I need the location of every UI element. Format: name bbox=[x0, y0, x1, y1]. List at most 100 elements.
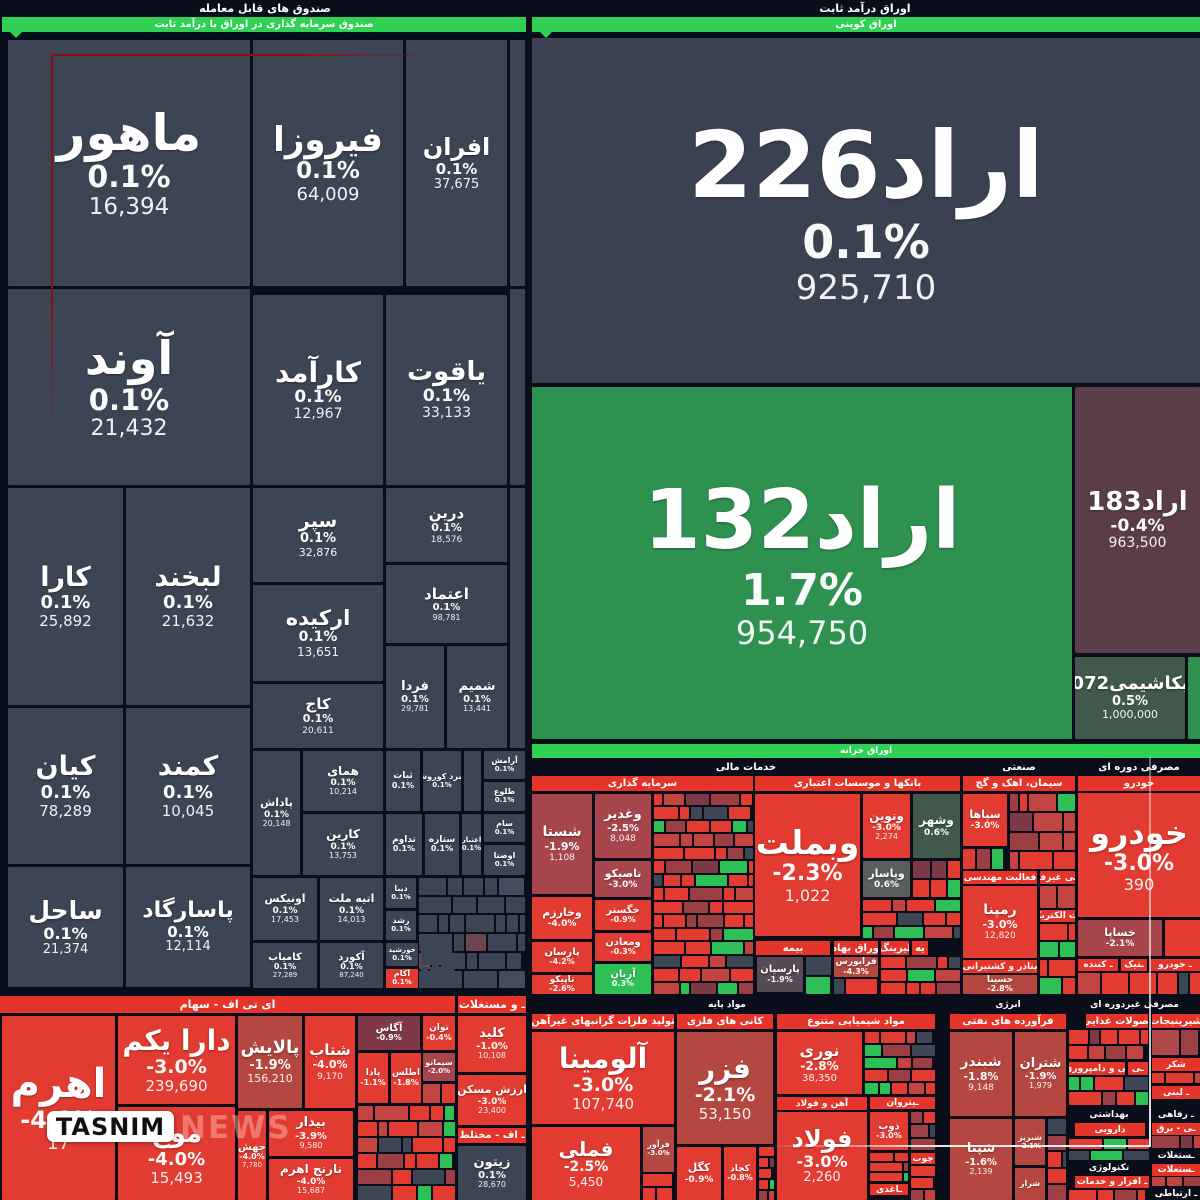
treemap-tile[interactable]: رشد 0.1% bbox=[386, 911, 416, 940]
treemap-tile[interactable]: آکام 0.1% bbox=[386, 969, 418, 988]
mini-tile[interactable] bbox=[681, 982, 690, 994]
mini-tile[interactable] bbox=[505, 896, 525, 914]
mini-tile[interactable] bbox=[1184, 1177, 1200, 1186]
mini-tile[interactable] bbox=[654, 982, 680, 994]
mini-tile[interactable] bbox=[947, 913, 960, 925]
mini-tile[interactable] bbox=[1124, 1150, 1149, 1160]
mini-tile[interactable] bbox=[404, 1154, 416, 1168]
treemap-tile[interactable]: شراز bbox=[1015, 1168, 1045, 1200]
mini-tile[interactable] bbox=[1089, 1045, 1104, 1059]
mini-tile[interactable] bbox=[643, 1174, 673, 1186]
mini-tile[interactable] bbox=[684, 847, 715, 860]
mini-tile[interactable] bbox=[439, 915, 449, 932]
mini-tile[interactable] bbox=[417, 1154, 438, 1168]
mini-tile[interactable] bbox=[654, 901, 682, 914]
mini-tile[interactable] bbox=[745, 847, 753, 860]
mini-tile[interactable] bbox=[676, 928, 710, 941]
mini-tile[interactable] bbox=[881, 957, 906, 968]
mini-tile[interactable] bbox=[895, 926, 923, 938]
treemap-tile[interactable]: شمیم 0.1% 13,441 bbox=[447, 646, 507, 748]
mini-tile[interactable] bbox=[1060, 941, 1075, 957]
mini-tile[interactable] bbox=[693, 834, 713, 846]
mini-tile[interactable] bbox=[1040, 924, 1067, 940]
mini-tile[interactable] bbox=[378, 1138, 401, 1152]
mini-tile[interactable] bbox=[865, 1083, 878, 1094]
mini-tile[interactable] bbox=[937, 983, 960, 994]
mini-tile[interactable] bbox=[1097, 1190, 1114, 1200]
mini-tile[interactable] bbox=[1158, 973, 1177, 994]
treemap-tile[interactable]: پاداش 0.1% 20,148 bbox=[253, 751, 300, 875]
mini-tile[interactable] bbox=[679, 807, 690, 819]
mini-tile[interactable] bbox=[769, 1180, 774, 1189]
treemap-tile[interactable]: سام 0.1% bbox=[484, 814, 525, 842]
mini-tile[interactable] bbox=[759, 1180, 768, 1189]
treemap-tile[interactable]: نارنج اهرم -4.0% 15,687 bbox=[269, 1159, 353, 1200]
mini-tile[interactable] bbox=[806, 976, 830, 994]
mini-tile[interactable] bbox=[686, 915, 696, 927]
mini-tile[interactable] bbox=[495, 915, 506, 932]
treemap-tile[interactable]: وخارزم -4.0% bbox=[532, 897, 592, 939]
mini-tile[interactable] bbox=[863, 900, 892, 912]
mini-tile[interactable] bbox=[1040, 960, 1048, 976]
treemap-tile[interactable]: شتاب -4.0% 9,170 bbox=[305, 1016, 355, 1108]
treemap-tile[interactable]: توان -0.4% bbox=[423, 1016, 455, 1050]
mini-tile[interactable] bbox=[654, 969, 679, 981]
mini-tile[interactable] bbox=[1103, 1092, 1116, 1105]
treemap-tile[interactable]: اعتبار 0.1% bbox=[462, 814, 481, 875]
mini-tile[interactable] bbox=[690, 888, 723, 900]
treemap-tile[interactable]: ذوب -3.0% bbox=[870, 1112, 908, 1150]
mini-tile[interactable] bbox=[654, 861, 664, 873]
mini-tile[interactable] bbox=[723, 928, 753, 941]
treemap-tile[interactable]: اراد183 -0.4% 963,500 bbox=[1075, 387, 1200, 653]
treemap-tile[interactable]: اتیه ملت 0.1% 14,013 bbox=[320, 878, 383, 940]
treemap-tile[interactable]: ونوین -3.0% 2,274 bbox=[863, 794, 910, 858]
mini-tile[interactable] bbox=[1048, 1119, 1066, 1134]
mini-tile[interactable] bbox=[692, 861, 719, 873]
mini-tile[interactable] bbox=[924, 926, 953, 938]
mini-tile[interactable] bbox=[889, 1070, 911, 1082]
treemap-tile[interactable]: تاصیکو -3.0% bbox=[595, 861, 651, 897]
mini-tile[interactable] bbox=[863, 913, 896, 925]
mini-tile[interactable] bbox=[498, 971, 525, 988]
mini-tile[interactable] bbox=[450, 971, 463, 988]
mini-tile[interactable] bbox=[716, 847, 726, 860]
treemap-tile[interactable]: شستا -1.9% 1,108 bbox=[532, 794, 592, 894]
mini-tile[interactable] bbox=[911, 1125, 928, 1137]
mini-tile[interactable] bbox=[1069, 1139, 1102, 1149]
mini-tile[interactable] bbox=[759, 1158, 769, 1167]
mini-tile[interactable] bbox=[1010, 813, 1032, 831]
mini-tile[interactable] bbox=[654, 955, 681, 968]
mini-tile[interactable] bbox=[1058, 794, 1075, 812]
mini-tile[interactable] bbox=[1190, 973, 1200, 994]
treemap-tile[interactable]: ارزش مسکن -3.0% 23,400 bbox=[458, 1075, 526, 1125]
mini-tile[interactable] bbox=[749, 861, 753, 873]
mini-tile[interactable] bbox=[906, 1032, 915, 1043]
mini-tile[interactable] bbox=[870, 1163, 902, 1171]
mini-tile[interactable] bbox=[865, 1044, 881, 1056]
mini-tile[interactable] bbox=[711, 942, 743, 954]
treemap-tile[interactable]: رمپنا -3.0% 12,820 bbox=[963, 886, 1037, 958]
mini-tile[interactable] bbox=[654, 888, 663, 900]
mini-tile[interactable] bbox=[1138, 1190, 1146, 1200]
mini-tile[interactable] bbox=[1049, 960, 1075, 976]
mini-tile[interactable] bbox=[1167, 1177, 1183, 1186]
mini-tile[interactable] bbox=[654, 794, 662, 806]
treemap-tile[interactable]: آوند 0.1% 21,432 bbox=[8, 289, 250, 485]
mini-tile[interactable] bbox=[1033, 813, 1063, 831]
mini-tile[interactable] bbox=[654, 847, 683, 860]
mini-tile[interactable] bbox=[720, 861, 747, 873]
mini-tile[interactable] bbox=[680, 969, 700, 981]
treemap-tile[interactable]: کمند 0.1% 10,045 bbox=[126, 708, 250, 864]
treemap-tile[interactable]: پارسیان -1.9% bbox=[757, 957, 803, 992]
mini-tile[interactable] bbox=[392, 1186, 417, 1200]
treemap-tile[interactable]: وغدیر -2.5% 8,048 bbox=[595, 794, 651, 858]
mini-tile[interactable] bbox=[903, 1163, 908, 1171]
mini-tile[interactable] bbox=[680, 834, 692, 846]
mini-tile[interactable] bbox=[1069, 1077, 1079, 1090]
treemap-tile-blank[interactable] bbox=[1165, 920, 1200, 956]
mini-tile[interactable] bbox=[421, 966, 429, 988]
mini-tile[interactable] bbox=[663, 794, 685, 806]
treemap-tile[interactable]: دیبا 0.1% bbox=[386, 878, 416, 908]
mini-tile[interactable] bbox=[759, 1169, 771, 1178]
mini-tile[interactable] bbox=[402, 1138, 411, 1152]
